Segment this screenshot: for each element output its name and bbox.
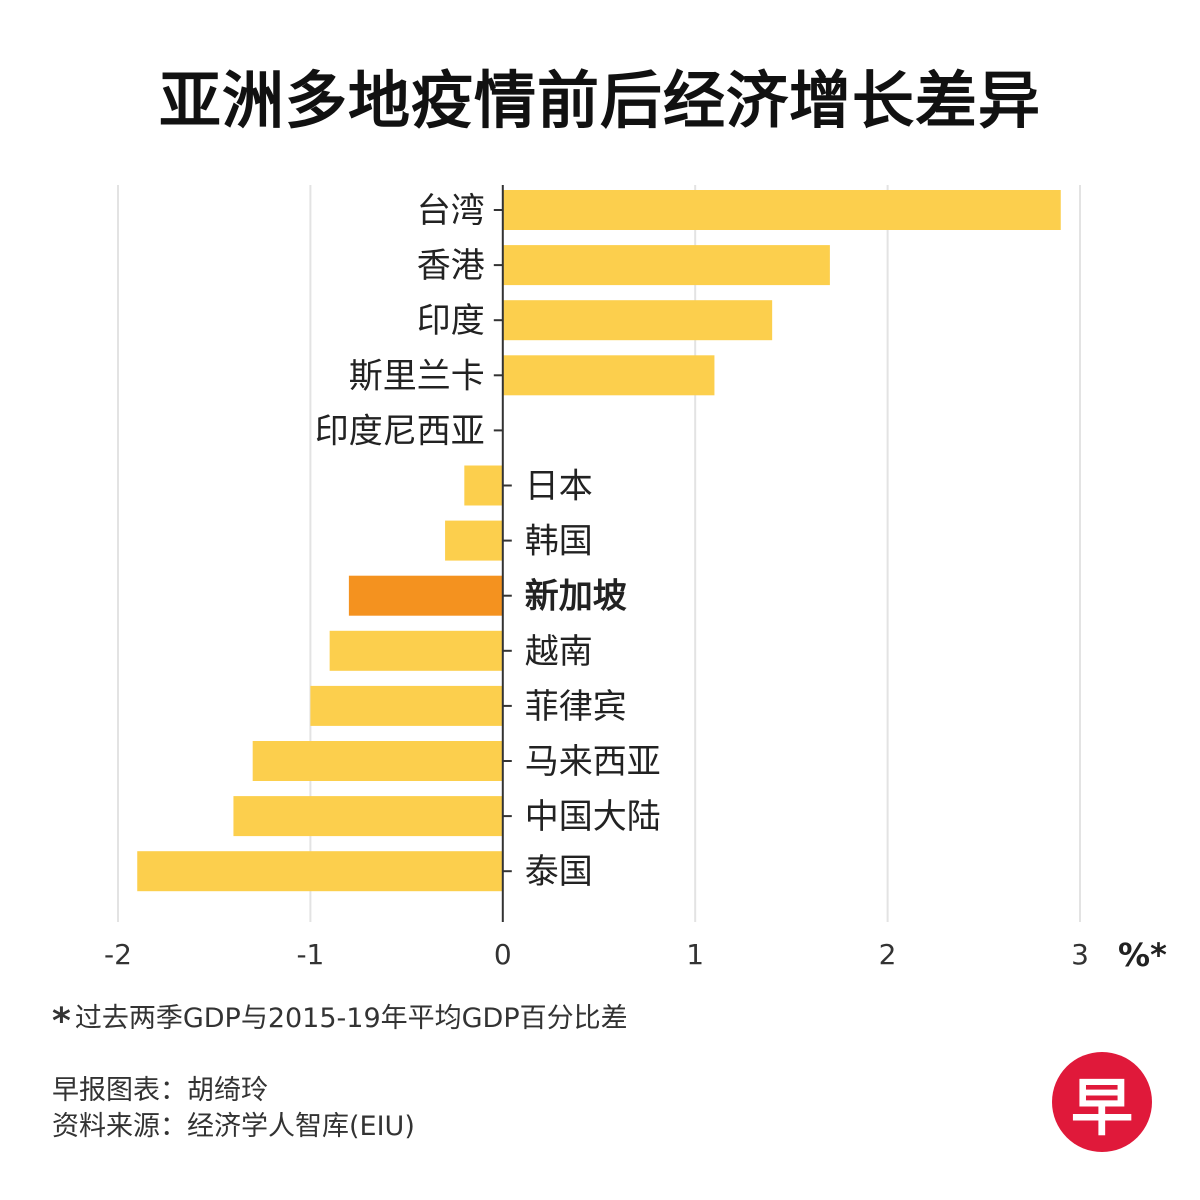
bar-0 <box>502 190 1061 230</box>
chart-title: 亚洲多地疫情前后经济增长差异 <box>158 64 1041 137</box>
bar-6 <box>445 520 503 561</box>
unit-label: %* <box>1118 936 1167 974</box>
chart-credit: 早报图表：胡绮玲 <box>52 1075 268 1106</box>
footnote-mark: * <box>52 1001 71 1042</box>
bar-12 <box>137 851 503 892</box>
category-label-2: 印度 <box>417 301 485 341</box>
category-label-6: 韩国 <box>525 522 593 562</box>
category-label-0: 台湾 <box>417 191 485 231</box>
category-label-12: 泰国 <box>525 852 593 892</box>
category-label-10: 马来西亚 <box>525 742 661 782</box>
x-tick-label-1: -1 <box>296 938 324 971</box>
x-tick-label-5: 3 <box>1071 938 1089 971</box>
bar-7 <box>348 575 503 616</box>
x-tick-label-3: 1 <box>686 938 704 971</box>
x-tick-label-0: -2 <box>104 938 132 971</box>
bar-5 <box>464 465 503 506</box>
category-label-3: 斯里兰卡 <box>349 356 485 396</box>
bar-1 <box>502 245 830 286</box>
logo-text: 早 <box>1070 1071 1133 1144</box>
category-label-11: 中国大陆 <box>525 797 661 837</box>
x-tick-label-2: 0 <box>494 938 512 971</box>
category-label-5: 日本 <box>525 467 593 507</box>
bar-10 <box>252 741 503 781</box>
bar-8 <box>329 630 503 671</box>
footnote: * 过去两季GDP与2015-19年平均GDP百分比差 <box>52 996 628 1042</box>
bar-11 <box>233 796 503 837</box>
x-tick-label-4: 2 <box>879 938 897 971</box>
bar-3 <box>502 355 715 396</box>
category-label-1: 香港 <box>417 246 485 286</box>
zaobao-logo: 早 <box>1052 1052 1152 1152</box>
category-label-4: 印度尼西亚 <box>315 411 485 451</box>
category-label-8: 越南 <box>525 632 593 672</box>
category-label-7: 新加坡 <box>525 577 627 617</box>
bar-2 <box>502 300 773 341</box>
footnote-text: 过去两季GDP与2015-19年平均GDP百分比差 <box>74 1003 628 1034</box>
category-label-9: 菲律宾 <box>525 687 627 727</box>
data-source: 资料来源：经济学人智库(EIU) <box>52 1111 415 1142</box>
bar-9 <box>310 685 503 726</box>
